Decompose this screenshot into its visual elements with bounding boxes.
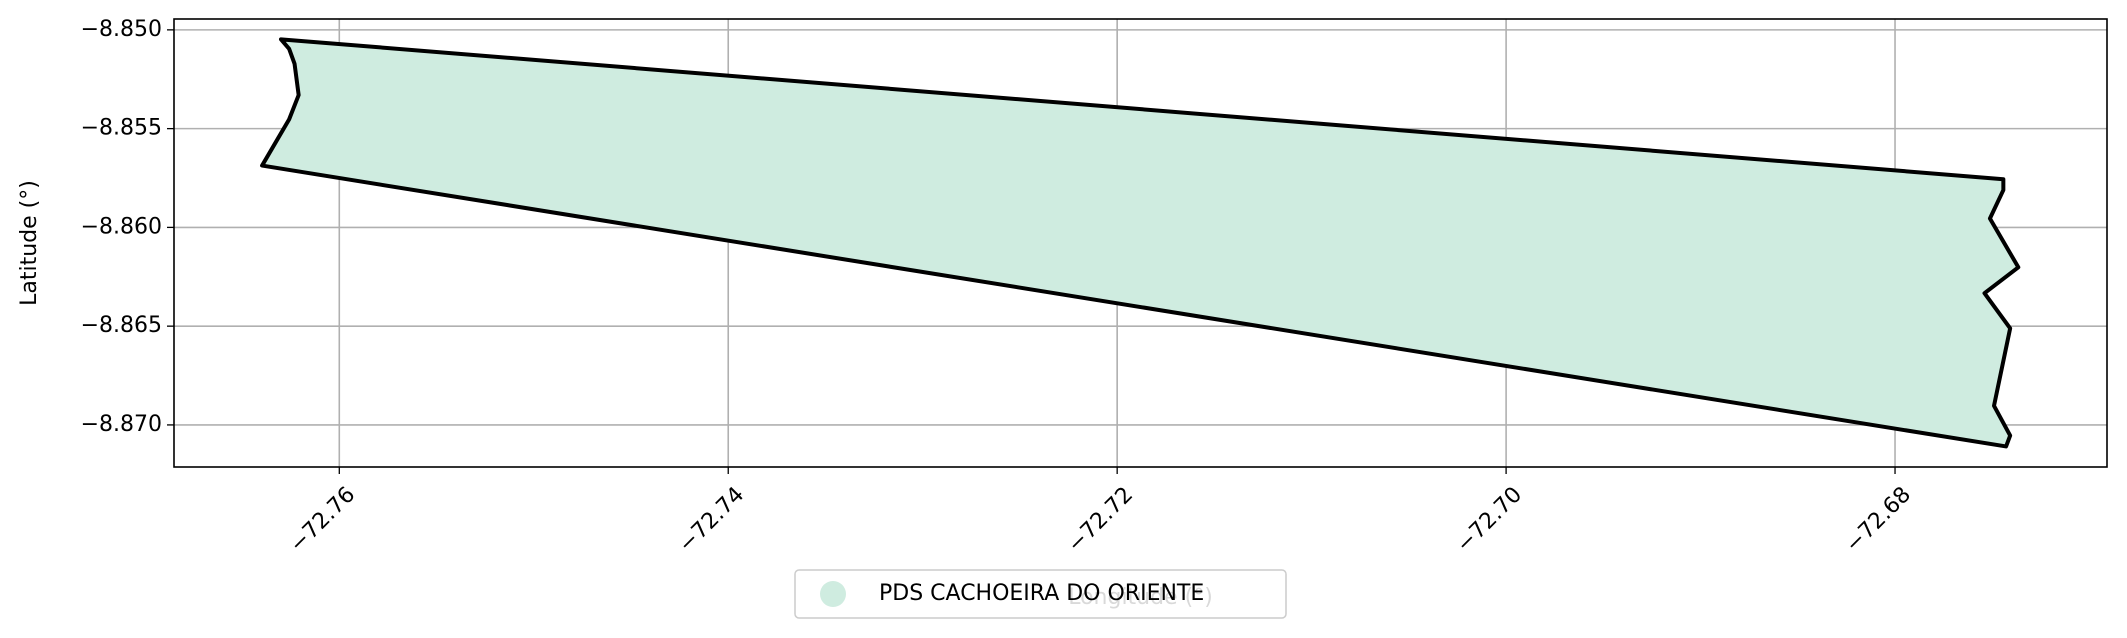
x-tick-label: −72.74: [674, 482, 749, 557]
legend-box: [794, 569, 1287, 619]
x-tick-label: −72.70: [1452, 482, 1527, 557]
legend-marker: [820, 581, 846, 607]
legend: PDS CACHOEIRA DO ORIENTE: [794, 569, 1287, 619]
x-tick-label: −72.72: [1063, 482, 1138, 557]
y-axis-label: Latitude (°): [17, 180, 42, 306]
x-tick-label: −72.76: [285, 482, 360, 557]
y-tick-label: −8.855: [81, 116, 162, 141]
y-tick-label: −8.850: [81, 17, 162, 42]
x-tick-label: −72.68: [1841, 482, 1916, 557]
legend-label: PDS CACHOEIRA DO ORIENTE: [879, 581, 1204, 606]
polygon: [260, 37, 2021, 449]
y-tick-label: −8.870: [81, 412, 162, 437]
y-tick-label: −8.865: [81, 313, 162, 338]
y-tick-label: −8.860: [81, 214, 162, 239]
axes-frame: [173, 18, 2108, 468]
